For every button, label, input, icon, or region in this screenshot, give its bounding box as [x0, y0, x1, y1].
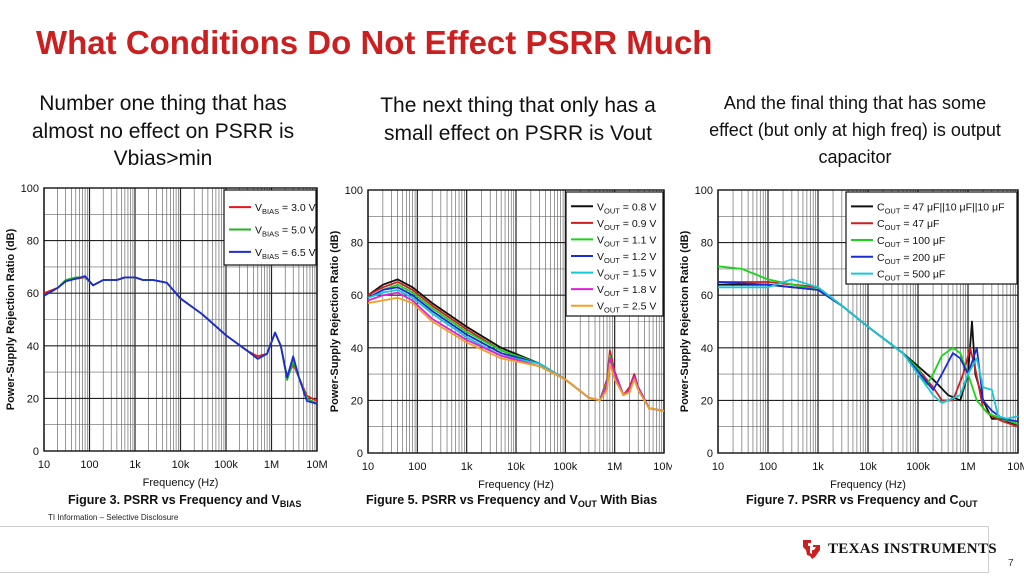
- legend-label: VBIAS = 5.0 V: [255, 225, 316, 239]
- chart-psrr-cout: 0 20 40 60 80 100 10 100 1k 10k 100k 1M 10M Frequency…: [679, 185, 1024, 509]
- y-tick-label: 0: [707, 448, 713, 460]
- y-tick-label: 100: [21, 183, 39, 195]
- chart-psrr-vbias: 0 20 40 60 80 100 10 100 1k 10k 100k 1M 10M Frequency…: [5, 183, 328, 509]
- y-tick-label: 0: [357, 448, 363, 460]
- y-tick-label: 20: [701, 395, 713, 407]
- chart-psrr-vout: 0 20 40 60 80 100 10 100 1k 10k 100k 1M 10M Frequency…: [329, 185, 672, 509]
- y-tick-label: 20: [351, 395, 363, 407]
- x-axis-label: Frequency (Hz): [478, 479, 554, 491]
- legend-label: VOUT = 1.2 V: [597, 251, 656, 265]
- company-name: Texas Instruments: [828, 540, 997, 557]
- series-line-5: [718, 278, 1019, 420]
- x-tick-label: 10M: [1007, 461, 1024, 473]
- x-tick-label: 10k: [172, 459, 190, 471]
- x-tick-label: 10M: [306, 459, 327, 471]
- legend-label: VOUT = 0.9 V: [597, 218, 656, 232]
- y-tick-label: 80: [351, 238, 363, 250]
- y-tick-label: 20: [27, 393, 39, 405]
- texas-instruments-logo: Texas Instruments: [800, 538, 997, 560]
- legend: VOUT = 0.8 V VOUT = 0.9 V VOUT = 1.1 V VOUT…: [565, 191, 664, 317]
- caption-cout: And the final thing that has some effect…: [709, 93, 1001, 167]
- figure-caption: Figure 5. PSRR vs Frequency and VOUT Wit…: [366, 493, 657, 509]
- y-tick-label: 80: [27, 236, 39, 248]
- page-number: 7: [1008, 558, 1014, 569]
- y-tick-label: 80: [701, 238, 713, 250]
- y-tick-label: 60: [351, 290, 363, 302]
- legend-label: VOUT = 1.1 V: [597, 234, 656, 248]
- y-tick-label: 60: [701, 290, 713, 302]
- caption-vout: The next thing that only has a small eff…: [380, 94, 656, 145]
- y-tick-label: 40: [27, 341, 39, 353]
- x-axis-label: Frequency (Hz): [830, 479, 906, 491]
- x-tick-label: 1M: [607, 461, 622, 473]
- series-line-7: [367, 296, 665, 412]
- x-tick-label: 1k: [461, 461, 473, 473]
- legend-label: COUT = 100 μF: [877, 235, 945, 249]
- series-line-3: [43, 275, 318, 405]
- x-tick-label: 100k: [906, 461, 930, 473]
- y-tick-label: 40: [701, 343, 713, 355]
- x-tick-label: 100: [408, 461, 426, 473]
- footer-bar: [0, 526, 989, 573]
- plot-frame: [43, 187, 318, 452]
- legend-label: VOUT = 2.5 V: [597, 301, 656, 315]
- x-tick-label: 1M: [264, 459, 279, 471]
- figure-caption: Figure 3. PSRR vs Frequency and VBIAS: [68, 493, 301, 509]
- y-tick-label: 40: [351, 343, 363, 355]
- legend-label: VOUT = 1.5 V: [597, 268, 656, 282]
- legend-label: COUT = 47 μF||10 μF||10 μF: [877, 201, 1005, 215]
- x-tick-label: 1M: [960, 461, 975, 473]
- x-tick-label: 10: [38, 459, 50, 471]
- legend-label: COUT = 500 μF: [877, 269, 945, 283]
- x-tick-label: 10k: [507, 461, 525, 473]
- caption-vbias: Number one thing that has almost no effe…: [31, 92, 295, 171]
- x-tick-label: 10: [712, 461, 724, 473]
- legend-label: VOUT = 0.8 V: [597, 201, 656, 215]
- legend-label: VBIAS = 6.5 V: [255, 247, 316, 261]
- x-tick-label: 10M: [653, 461, 672, 473]
- legend-label: COUT = 47 μF: [877, 218, 939, 232]
- legend-box: [845, 191, 1018, 285]
- slide-title: What Conditions Do Not Effect PSRR Much: [36, 24, 713, 61]
- x-tick-label: 100k: [553, 461, 577, 473]
- legend-label: VBIAS = 3.0 V: [255, 202, 316, 216]
- disclosure-note: TI Information – Selective Disclosure: [48, 513, 179, 522]
- plot-frame: [717, 189, 1019, 454]
- grid: [43, 187, 318, 452]
- y-axis-label: Power-Supply Rejection Ratio (dB): [329, 230, 341, 412]
- y-tick-label: 100: [695, 185, 713, 197]
- x-tick-label: 10: [362, 461, 374, 473]
- legend-label: VOUT = 1.8 V: [597, 284, 656, 298]
- x-tick-label: 1k: [129, 459, 141, 471]
- figure-caption: Figure 7. PSRR vs Frequency and COUT: [746, 493, 978, 509]
- y-axis-label: Power-Supply Rejection Ratio (dB): [5, 228, 17, 410]
- legend-label: COUT = 200 μF: [877, 252, 945, 266]
- plot-frame: [367, 189, 665, 454]
- y-axis-label: Power-Supply Rejection Ratio (dB): [679, 230, 691, 412]
- y-tick-label: 60: [27, 288, 39, 300]
- x-tick-label: 100: [80, 459, 98, 471]
- legend: COUT = 47 μF||10 μF||10 μF COUT = 47 μF CO…: [845, 191, 1018, 285]
- x-tick-label: 100: [759, 461, 777, 473]
- y-tick-label: 0: [33, 446, 39, 458]
- x-tick-label: 10k: [859, 461, 877, 473]
- legend: VBIAS = 3.0 V VBIAS = 5.0 V VBIAS = 6.5 V: [223, 189, 317, 266]
- x-tick-label: 1k: [812, 461, 824, 473]
- legend-box: [565, 191, 664, 317]
- y-tick-label: 100: [345, 185, 363, 197]
- x-tick-label: 100k: [214, 459, 238, 471]
- x-axis-label: Frequency (Hz): [143, 477, 219, 489]
- texas-state-icon: [803, 540, 820, 559]
